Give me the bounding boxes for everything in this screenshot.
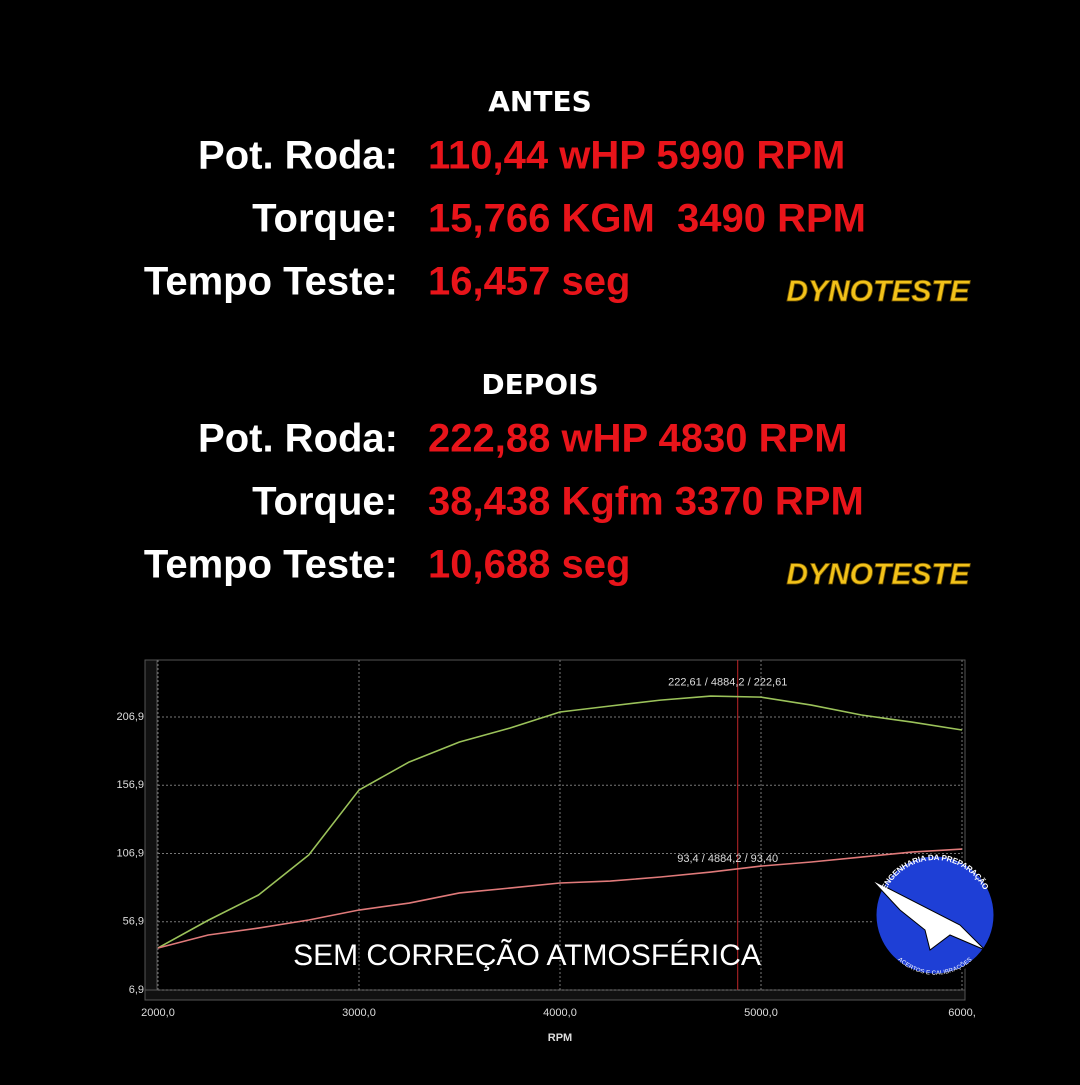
x-axis-label: RPM: [548, 1032, 572, 1044]
section-title: ANTES: [488, 85, 592, 118]
x-tick-label: 3000,0: [342, 1007, 376, 1019]
row-value: 10,688 seg: [428, 543, 630, 587]
logo-rocket: [871, 879, 986, 951]
row-label: Torque:: [252, 480, 398, 524]
row-label: Tempo Teste:: [144, 260, 398, 304]
brand: DYNOTESTE: [786, 275, 970, 308]
y-tick-label: 156,9: [116, 779, 144, 791]
x-tick-label: 4000,0: [543, 1007, 577, 1019]
overlay-text: SEM CORREÇÃO ATMOSFÉRICA: [293, 938, 761, 972]
row-label: Pot. Roda:: [198, 417, 398, 461]
x-tick-label: 5000,0: [744, 1007, 778, 1019]
brand: DYNOTESTE: [786, 558, 970, 591]
series-line: [157, 848, 963, 949]
row-value: 15,766 KGM 3490 RPM: [428, 197, 866, 241]
y-tick-label: 56,9: [123, 916, 144, 928]
annotation: 93,4 / 4884,2 / 93,40: [677, 853, 778, 865]
row-label: Torque:: [252, 197, 398, 241]
series-line: [157, 695, 963, 949]
x-tick-label: 6000,: [948, 1007, 976, 1019]
y-tick-label: 6,9: [129, 984, 144, 996]
row-label: Pot. Roda:: [198, 134, 398, 178]
scrollbar: [144, 659, 158, 1001]
row-value: 38,438 Kgfm 3370 RPM: [428, 480, 864, 524]
logo: ENGENHARIA DA PREPARAÇÃO ACERTOS E CALIB…: [871, 853, 997, 977]
row-label: Tempo Teste:: [144, 543, 398, 587]
row-value: 222,88 wHP 4830 RPM: [428, 417, 848, 461]
row-value: 16,457 seg: [428, 260, 630, 304]
scrollbar: [144, 989, 966, 1001]
y-tick-label: 206,9: [116, 711, 144, 723]
annotation: 222,61 / 4884,2 / 222,61: [668, 677, 787, 689]
row-value: 110,44 wHP 5990 RPM: [428, 134, 845, 178]
x-tick-label: 2000,0: [141, 1007, 175, 1019]
section-title: DEPOIS: [481, 368, 598, 401]
y-tick-label: 106,9: [116, 847, 144, 859]
